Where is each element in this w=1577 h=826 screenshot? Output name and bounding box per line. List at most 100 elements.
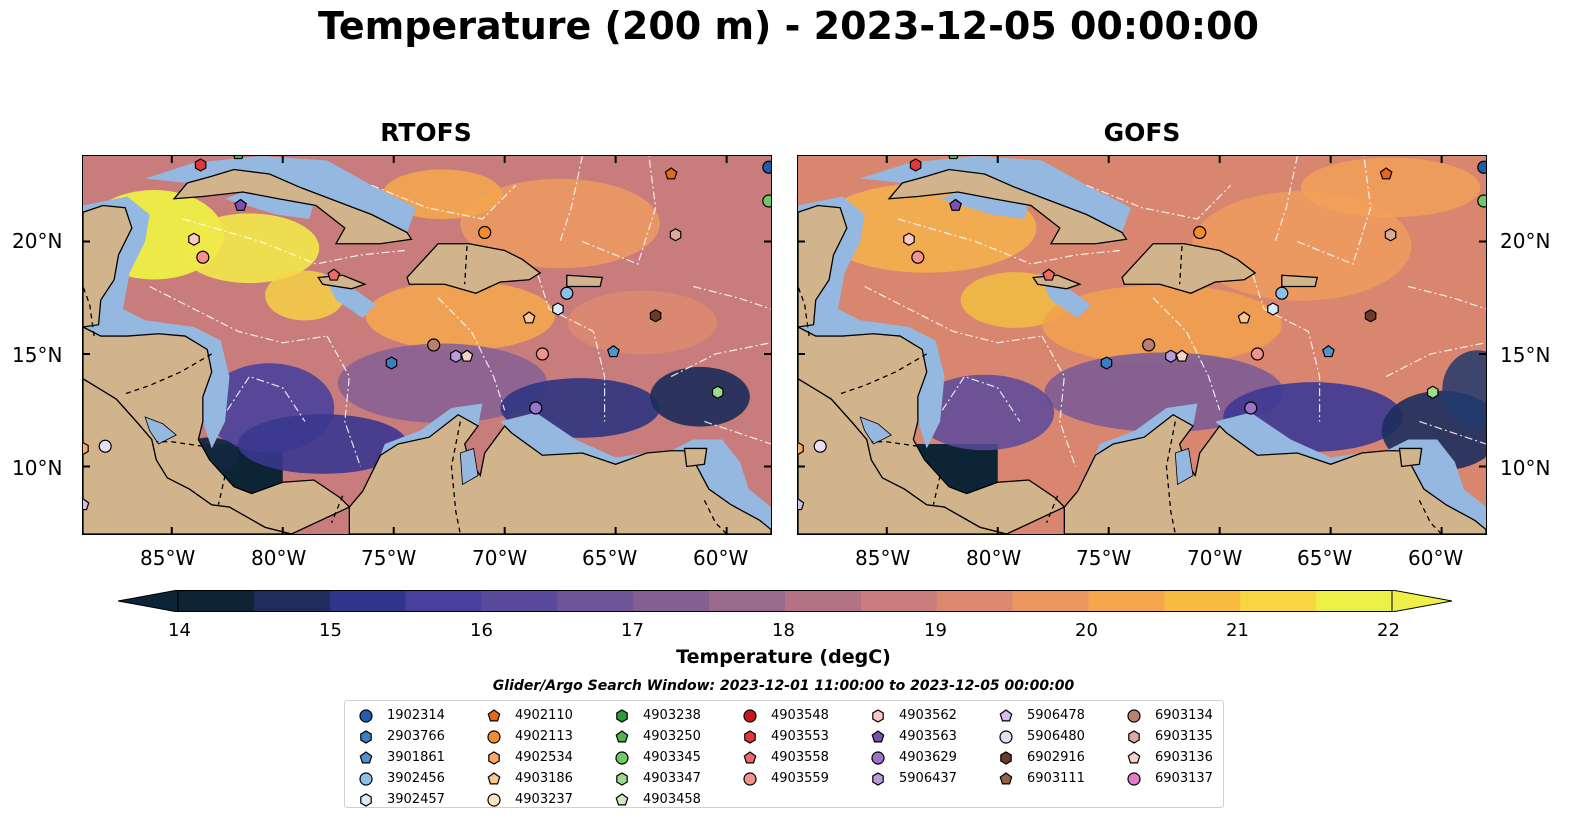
legend-swatch-6903135 xyxy=(1128,729,1140,744)
float-marker-4903562 xyxy=(188,232,200,246)
colorbar-bin xyxy=(709,590,786,612)
float-marker-5906480 xyxy=(98,439,112,453)
pentagon-marker-icon xyxy=(999,771,1013,784)
colorbar-bin xyxy=(785,590,862,612)
pentagon-marker-icon xyxy=(999,708,1013,721)
hexagon-marker-icon xyxy=(872,771,884,786)
hexagon-marker-icon xyxy=(360,792,372,807)
legend-item-2903766: 2903766 xyxy=(355,726,445,747)
colorbar-tick-17: 17 xyxy=(621,620,644,641)
float-marker-4903345 xyxy=(1477,194,1486,208)
eez-boundary xyxy=(1274,156,1298,242)
legend-item-4903559: 4903559 xyxy=(739,768,829,789)
temperature-feature xyxy=(650,366,750,427)
float-marker-4903563 xyxy=(949,198,962,211)
legend-swatch-4902534 xyxy=(488,750,500,765)
colorbar-extend-min xyxy=(118,590,179,612)
colorbar-tick-16: 16 xyxy=(470,620,493,641)
float-marker-4903186 xyxy=(1237,311,1251,324)
float-marker-5906437 xyxy=(450,349,462,363)
eez-boundary xyxy=(1419,420,1486,445)
hexagon-marker-icon xyxy=(616,708,628,723)
pentagon-marker-icon xyxy=(487,708,501,721)
eez-boundary xyxy=(582,156,657,265)
cuba-island xyxy=(172,168,413,245)
eez-boundary xyxy=(864,285,1043,344)
legend-swatch-3901861 xyxy=(359,750,373,763)
legend-item-4902534: 4902534 xyxy=(483,747,573,768)
legend-swatch-4903563 xyxy=(871,729,885,742)
legend-item-4902113: 4902113 xyxy=(483,726,573,747)
legend-swatch-4903186 xyxy=(487,771,501,784)
legend-column: 4903562 4903563 4903629 5906437 xyxy=(867,705,957,789)
legend-swatch-2903766 xyxy=(360,729,372,744)
legend-label: 4903250 xyxy=(643,729,701,744)
legend-item-6903111: 6903111 xyxy=(995,768,1085,789)
legend-swatch-4903347 xyxy=(616,771,628,786)
temperature-feature xyxy=(567,290,718,355)
legend-item-4903548: 4903548 xyxy=(739,705,829,726)
figure-title: Temperature (200 m) - 2023-12-05 00:00:0… xyxy=(317,4,1259,48)
colorbar-label: Temperature (degC) xyxy=(676,646,891,668)
lat-label-15n-left: 15°N xyxy=(12,343,63,367)
legend-label: 3902456 xyxy=(387,771,445,786)
float-marker-6902916 xyxy=(1364,309,1377,323)
national-border xyxy=(837,353,928,396)
trinidad-island xyxy=(683,447,708,468)
legend-label: 5906478 xyxy=(1027,708,1085,723)
float-marker-4902534 xyxy=(83,441,89,456)
legend-label: 6903137 xyxy=(1155,771,1213,786)
hexagon-marker-icon xyxy=(488,750,500,765)
continental-shelf xyxy=(860,156,1131,233)
legend-swatch-5906437 xyxy=(872,771,884,786)
legend-item-3902456: 3902456 xyxy=(355,768,445,789)
legend-item-5906437: 5906437 xyxy=(867,768,957,789)
legend-item-4903553: 4903553 xyxy=(739,726,829,747)
lon-label-80w-gofs: 80°W xyxy=(966,546,1022,570)
float-marker-6903134 xyxy=(427,338,441,352)
circle-marker-icon xyxy=(871,750,885,765)
legend-swatch-1902314 xyxy=(359,708,373,723)
float-marker-1902314 xyxy=(762,160,771,174)
legend-label: 2903766 xyxy=(387,729,445,744)
legend-label: 6903136 xyxy=(1155,750,1213,765)
lon-label-85w-gofs: 85°W xyxy=(855,546,911,570)
temperature-feature xyxy=(460,178,660,269)
float-marker-4903559 xyxy=(196,250,210,264)
eez-boundary xyxy=(941,375,1021,422)
legend-title: Glider/Argo Search Window: 2023-12-01 11… xyxy=(492,678,1075,694)
lon-label-65w-gofs: 65°W xyxy=(1297,546,1353,570)
legend-item-4903238: 4903238 xyxy=(611,705,701,726)
legend-item-4903237: 4903237 xyxy=(483,789,573,810)
eez-boundary xyxy=(537,275,606,422)
legend-item-6902916: 6902916 xyxy=(995,747,1085,768)
temperature-feature xyxy=(1300,157,1481,218)
float-marker-4903347 xyxy=(711,385,724,399)
gofs-temperature-map xyxy=(798,156,1486,534)
legend-label: 4902534 xyxy=(515,750,573,765)
puerto-rico-island xyxy=(566,274,604,288)
float-marker-4902113 xyxy=(1193,225,1207,240)
colorbar-bin xyxy=(1316,590,1393,612)
float-marker-6903135 xyxy=(669,228,682,242)
legend-swatch-4903238 xyxy=(616,708,628,723)
legend-swatch-3902457 xyxy=(360,792,372,807)
lat-label-20n-right: 20°N xyxy=(1500,229,1551,253)
colorbar-bin xyxy=(1240,590,1317,612)
float-marker-6902916 xyxy=(649,309,662,323)
legend-column: 4903238 4903250 4903345 4903347 4903458 xyxy=(611,705,701,810)
national-border xyxy=(156,441,203,447)
colorbar-bin xyxy=(860,590,938,612)
float-marker-4902113 xyxy=(478,225,492,240)
eez-boundary xyxy=(182,218,405,265)
legend-swatch-4903237 xyxy=(487,792,501,807)
legend-swatch-5906478 xyxy=(999,708,1013,721)
legend-item-5906478: 5906478 xyxy=(995,705,1085,726)
national-border xyxy=(871,441,918,447)
float-marker-6903136 xyxy=(1175,349,1189,362)
lat-label-15n-right: 15°N xyxy=(1500,343,1551,367)
legend-item-4903347: 4903347 xyxy=(611,768,701,789)
float-marker-4903559 xyxy=(1250,347,1264,361)
lake xyxy=(459,447,479,486)
legend-swatch-4903558 xyxy=(743,750,757,763)
